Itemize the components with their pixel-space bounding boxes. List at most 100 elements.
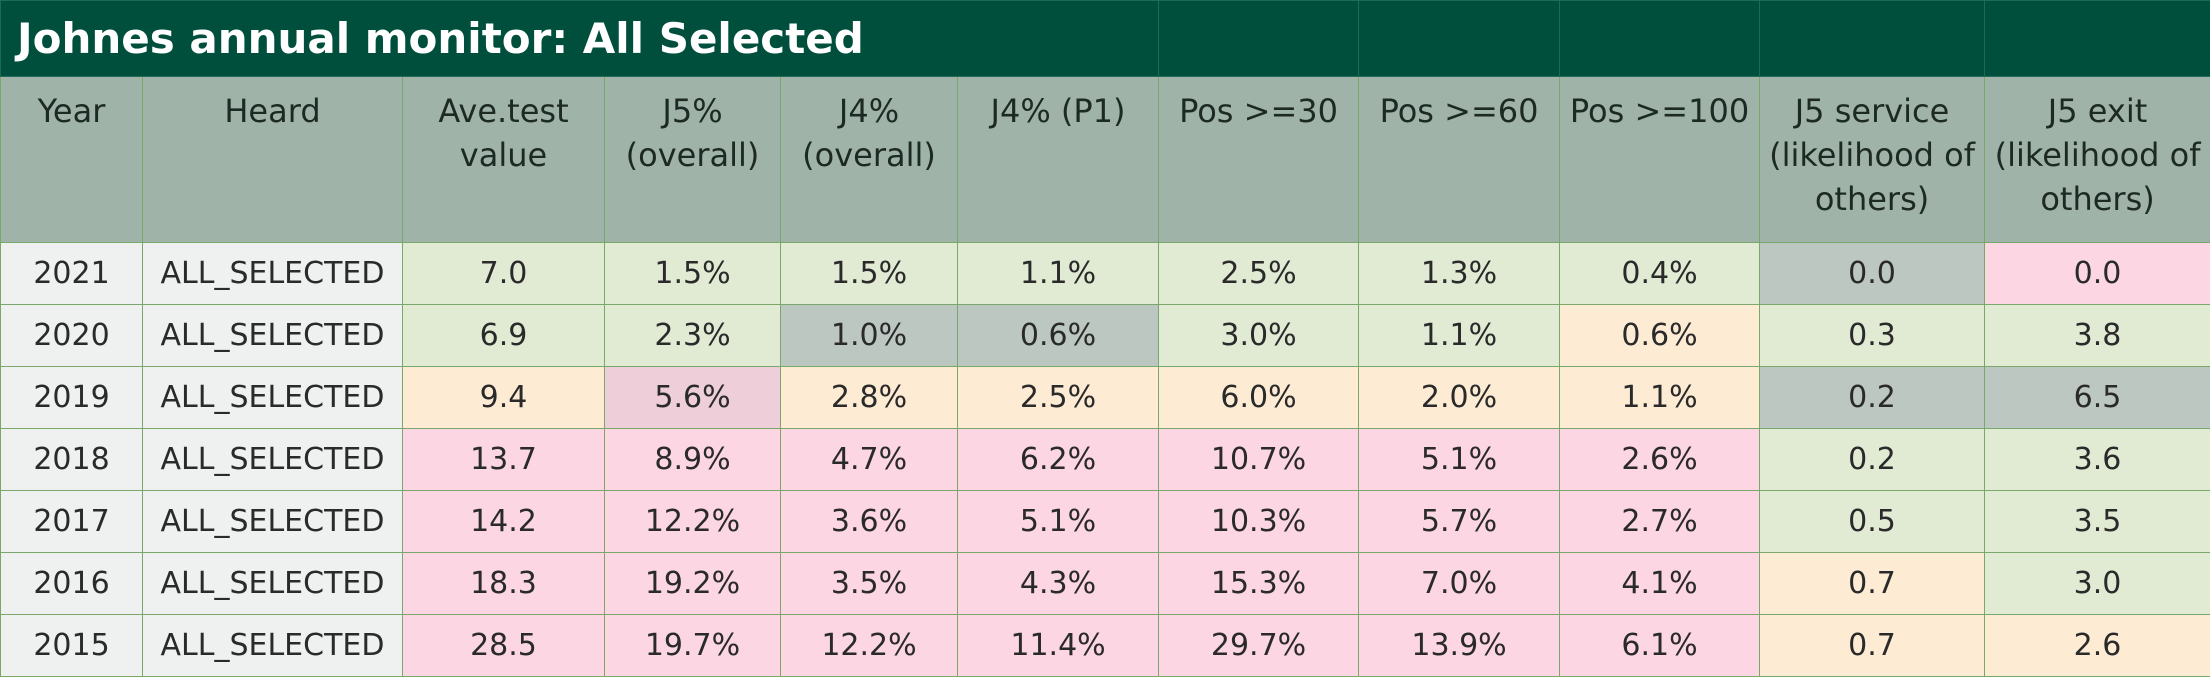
pos-60-cell: 7.0% <box>1359 553 1560 615</box>
j4-p1-cell: 0.6% <box>958 305 1159 367</box>
pos-100-cell: 1.1% <box>1560 367 1760 429</box>
herd-cell: ALL_SELECTED <box>143 305 403 367</box>
pos-60-cell: 1.3% <box>1359 243 1560 305</box>
column-header-j4-overall: J4% (overall) <box>781 77 958 243</box>
j5-exit-cell: 3.0 <box>1985 553 2210 615</box>
ave-test-value-cell: 28.5 <box>403 615 605 677</box>
year-cell: 2020 <box>1 305 143 367</box>
pos-30-cell: 15.3% <box>1159 553 1359 615</box>
j5-service-cell: 0.5 <box>1760 491 1985 553</box>
j4-overall-cell: 4.7% <box>781 429 958 491</box>
pos-30-cell: 10.3% <box>1159 491 1359 553</box>
pos-100-cell: 6.1% <box>1560 615 1760 677</box>
column-header-pos-100: Pos >=100 <box>1560 77 1760 243</box>
j5-exit-cell: 3.5 <box>1985 491 2210 553</box>
column-header-j5-exit: J5 exit (likelihood of others) <box>1985 77 2210 243</box>
j4-p1-cell: 1.1% <box>958 243 1159 305</box>
pos-60-cell: 2.0% <box>1359 367 1560 429</box>
j5-exit-cell: 3.8 <box>1985 305 2210 367</box>
j5-exit-cell: 0.0 <box>1985 243 2210 305</box>
herd-cell: ALL_SELECTED <box>143 491 403 553</box>
herd-cell: ALL_SELECTED <box>143 367 403 429</box>
header-row: Year Heard Ave.test value J5% (overall) … <box>1 77 2210 243</box>
j5-exit-cell: 3.6 <box>1985 429 2210 491</box>
j5-overall-cell: 1.5% <box>605 243 781 305</box>
j5-service-cell: 0.0 <box>1760 243 1985 305</box>
ave-test-value-cell: 7.0 <box>403 243 605 305</box>
table-title: Johnes annual monitor: All Selected <box>1 1 1159 77</box>
j4-overall-cell: 12.2% <box>781 615 958 677</box>
ave-test-value-cell: 6.9 <box>403 305 605 367</box>
herd-cell: ALL_SELECTED <box>143 553 403 615</box>
j5-overall-cell: 19.7% <box>605 615 781 677</box>
year-cell: 2017 <box>1 491 143 553</box>
pos-60-cell: 5.1% <box>1359 429 1560 491</box>
year-cell: 2015 <box>1 615 143 677</box>
pos-30-cell: 2.5% <box>1159 243 1359 305</box>
pos-100-cell: 4.1% <box>1560 553 1760 615</box>
column-header-ave-test-value: Ave.test value <box>403 77 605 243</box>
ave-test-value-cell: 13.7 <box>403 429 605 491</box>
j5-overall-cell: 8.9% <box>605 429 781 491</box>
pos-30-cell: 29.7% <box>1159 615 1359 677</box>
title-spacer <box>1159 1 1359 77</box>
column-header-j5-service: J5 service (likelihood of others) <box>1760 77 1985 243</box>
j4-p1-cell: 6.2% <box>958 429 1159 491</box>
column-header-herd: Heard <box>143 77 403 243</box>
j5-exit-cell: 2.6 <box>1985 615 2210 677</box>
column-header-j5-overall: J5% (overall) <box>605 77 781 243</box>
j4-overall-cell: 2.8% <box>781 367 958 429</box>
pos-30-cell: 10.7% <box>1159 429 1359 491</box>
j5-service-cell: 0.2 <box>1760 429 1985 491</box>
title-spacer <box>1560 1 1760 77</box>
title-spacer <box>1359 1 1560 77</box>
j4-p1-cell: 4.3% <box>958 553 1159 615</box>
title-spacer <box>1985 1 2210 77</box>
pos-100-cell: 2.7% <box>1560 491 1760 553</box>
j5-overall-cell: 19.2% <box>605 553 781 615</box>
j5-exit-cell: 6.5 <box>1985 367 2210 429</box>
year-cell: 2018 <box>1 429 143 491</box>
j5-overall-cell: 5.6% <box>605 367 781 429</box>
j4-overall-cell: 1.0% <box>781 305 958 367</box>
ave-test-value-cell: 14.2 <box>403 491 605 553</box>
j5-overall-cell: 2.3% <box>605 305 781 367</box>
j4-overall-cell: 3.6% <box>781 491 958 553</box>
year-cell: 2021 <box>1 243 143 305</box>
column-header-pos-30: Pos >=30 <box>1159 77 1359 243</box>
herd-cell: ALL_SELECTED <box>143 615 403 677</box>
j5-service-cell: 0.7 <box>1760 553 1985 615</box>
ave-test-value-cell: 9.4 <box>403 367 605 429</box>
pos-30-cell: 6.0% <box>1159 367 1359 429</box>
j5-overall-cell: 12.2% <box>605 491 781 553</box>
j5-service-cell: 0.3 <box>1760 305 1985 367</box>
pos-100-cell: 0.6% <box>1560 305 1760 367</box>
pos-30-cell: 3.0% <box>1159 305 1359 367</box>
pos-60-cell: 13.9% <box>1359 615 1560 677</box>
pos-100-cell: 2.6% <box>1560 429 1760 491</box>
herd-cell: ALL_SELECTED <box>143 243 403 305</box>
j4-p1-cell: 11.4% <box>958 615 1159 677</box>
title-spacer <box>1760 1 1985 77</box>
herd-cell: ALL_SELECTED <box>143 429 403 491</box>
pos-60-cell: 5.7% <box>1359 491 1560 553</box>
pos-60-cell: 1.1% <box>1359 305 1560 367</box>
j5-service-cell: 0.7 <box>1760 615 1985 677</box>
pos-100-cell: 0.4% <box>1560 243 1760 305</box>
j4-p1-cell: 2.5% <box>958 367 1159 429</box>
j4-p1-cell: 5.1% <box>958 491 1159 553</box>
j4-overall-cell: 3.5% <box>781 553 958 615</box>
column-header-j4-p1: J4% (P1) <box>958 77 1159 243</box>
title-row: Johnes annual monitor: All Selected <box>1 1 2210 77</box>
column-header-year: Year <box>1 77 143 243</box>
ave-test-value-cell: 18.3 <box>403 553 605 615</box>
